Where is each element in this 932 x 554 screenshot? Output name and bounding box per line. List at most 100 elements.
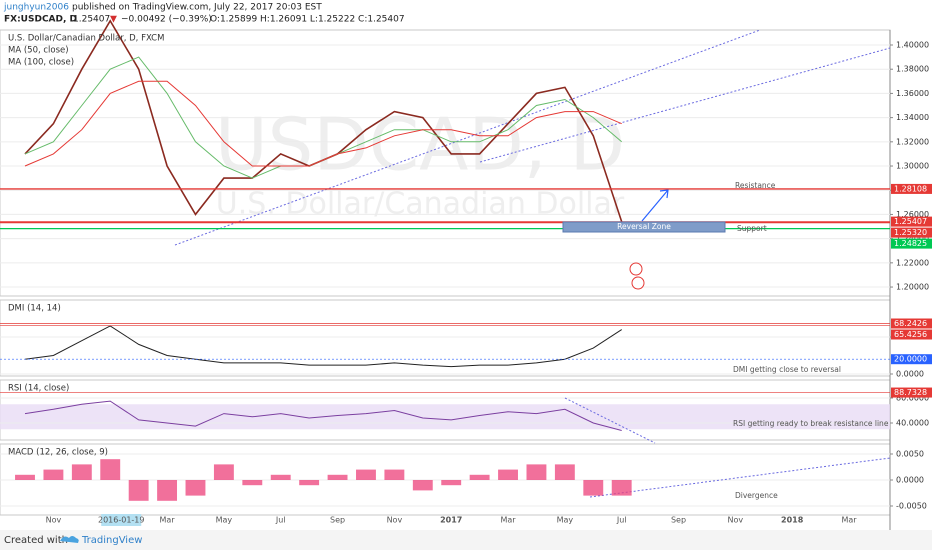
- x-tick-label: Nov: [728, 516, 744, 525]
- x-tick-label: May: [216, 516, 233, 525]
- histogram-bar: [356, 469, 376, 480]
- price-label: 65.4256: [894, 330, 927, 339]
- y-tick-label: 1.22000: [896, 258, 929, 267]
- y-tick-label: 1.34000: [896, 113, 929, 122]
- trend-line: [479, 47, 891, 163]
- price-label-box: [891, 183, 932, 194]
- histogram-bar: [384, 469, 405, 480]
- y-tick-label: 1.38000: [896, 65, 929, 74]
- footer-bar: [0, 530, 932, 550]
- change: −0.00492 (−0.39%): [121, 15, 212, 25]
- histogram-bar: [15, 474, 35, 480]
- annotation: RSI getting ready to break resistance li…: [733, 419, 889, 428]
- histogram-bar: [128, 479, 149, 501]
- x-tick-label: Sep: [671, 516, 686, 525]
- panel-title: RSI (14, close): [8, 384, 69, 394]
- x-label-highlight: [101, 514, 142, 526]
- author[interactable]: junghyun2006: [3, 3, 69, 13]
- histogram-bar: [157, 479, 178, 501]
- y-tick-label: 1.32000: [896, 137, 929, 146]
- y-tick-label: 0.0050: [896, 449, 924, 458]
- annotation: Support: [737, 224, 767, 233]
- rsi-band: [0, 404, 890, 430]
- price-label-box: [891, 354, 932, 365]
- x-tick-label: Jul: [275, 516, 286, 525]
- x-tick-label: Mar: [841, 516, 857, 525]
- price-label-box: [891, 227, 932, 238]
- y-tick-label: 1.30000: [896, 162, 929, 171]
- histogram-bar: [469, 474, 490, 480]
- y-tick-label: 1.36000: [896, 89, 929, 98]
- histogram-bar: [43, 469, 64, 480]
- histogram-bar: [242, 479, 263, 486]
- x-tick-label: Nov: [46, 516, 62, 525]
- x-tick-label: Nov: [387, 516, 403, 525]
- annotation: Divergence: [735, 491, 778, 500]
- legend-entry: MA (50, close): [8, 46, 69, 56]
- histogram-bar: [71, 464, 92, 480]
- histogram-bar: [412, 479, 433, 491]
- brand[interactable]: TradingView: [81, 535, 142, 546]
- histogram-bar: [270, 474, 291, 480]
- y-tick-label: -0.0050: [896, 502, 927, 511]
- legend-entry: U.S. Dollar/Canadian Dollar, D, FXCM: [8, 34, 164, 44]
- panel-title: DMI (14, 14): [8, 304, 61, 314]
- x-tick-label: 2017: [440, 516, 462, 525]
- change-arrow: ▼: [110, 15, 117, 25]
- y-tick-label: 1.20000: [896, 283, 929, 292]
- panel-title: MACD (12, 26, close, 9): [8, 448, 108, 458]
- published: published on TradingView.com, July 22, 2…: [72, 3, 322, 13]
- y-tick-label: 0.0000: [896, 370, 924, 379]
- histogram-bar: [441, 479, 462, 486]
- x-tick-label: Jul: [616, 516, 627, 525]
- histogram-bar: [611, 479, 632, 496]
- histogram-bar: [327, 474, 348, 480]
- price-label: 68.2426: [894, 319, 927, 328]
- series-line: [24, 80, 622, 167]
- price-label: 88.7328: [894, 388, 927, 397]
- histogram-bar: [185, 479, 206, 496]
- reversal-zone: [562, 221, 726, 233]
- histogram-bar: [583, 479, 604, 496]
- annotation: Reversal Zone: [617, 222, 671, 231]
- y-tick-label: 0.0000: [896, 475, 924, 484]
- trend-line: [564, 397, 656, 444]
- price-label: 1.24825: [894, 239, 927, 248]
- histogram-bar: [213, 464, 234, 480]
- forecast-arrow: [641, 189, 669, 222]
- price-label-box: [891, 216, 932, 227]
- price-label: 20.0000: [894, 355, 927, 364]
- histogram-bar: [100, 459, 121, 480]
- series-line: [24, 325, 622, 368]
- legend-entry: MA (100, close): [8, 58, 74, 68]
- y-tick-label: 1.26000: [896, 210, 929, 219]
- x-tick-label: Mar: [160, 516, 176, 525]
- histogram-bar: [554, 464, 575, 480]
- price-label-box: [891, 238, 932, 249]
- histogram-bar: [299, 479, 320, 486]
- price-label-box: [891, 387, 932, 398]
- event-icon: [631, 276, 645, 290]
- price-label: 1.25320: [894, 228, 927, 237]
- x-tick-label: 2016-01-19: [98, 516, 145, 525]
- y-tick-label: 1.40000: [896, 41, 929, 50]
- created-with: Created with: [4, 535, 68, 546]
- watermark: USDCAD, D: [215, 103, 625, 187]
- annotation: DMI getting close to reversal: [733, 365, 841, 374]
- ohlc: O:1.25899 H:1.26091 L:1.25222 C:1.25407: [210, 15, 405, 25]
- symbol: FX:USDCAD, D: [4, 15, 77, 25]
- x-tick-label: Sep: [330, 516, 345, 525]
- histogram-bar: [526, 464, 547, 480]
- x-tick-label: Mar: [500, 516, 516, 525]
- x-tick-label: May: [557, 516, 574, 525]
- y-tick-label: 40.0000: [896, 419, 929, 428]
- price-label-box: [891, 329, 932, 340]
- y-tick-label: 80.0000: [896, 394, 929, 403]
- price-label-box: [891, 318, 932, 329]
- price-label: 1.28108: [894, 184, 927, 193]
- series-line: [24, 400, 622, 431]
- brand-logo: [60, 536, 79, 543]
- annotation: Resistance: [735, 181, 776, 190]
